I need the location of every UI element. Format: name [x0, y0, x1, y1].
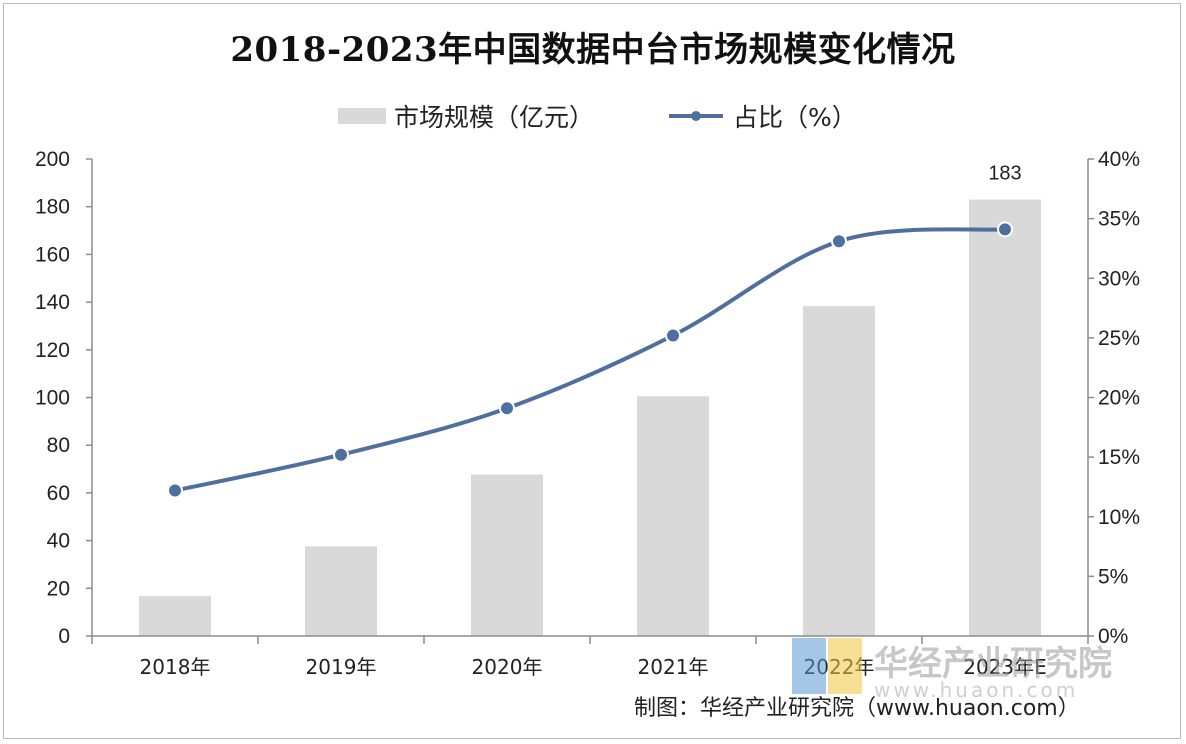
y-left-tick-label-1: 20 — [47, 577, 70, 600]
watermark-url: www.huaon.com — [874, 678, 1079, 702]
y-left-tick-label-9: 180 — [35, 196, 70, 219]
x-tick-label-1: 2019年 — [306, 655, 377, 679]
bar-0 — [139, 595, 211, 636]
data-label-0: 183 — [988, 163, 1021, 185]
x-tick-label-2: 2020年 — [472, 655, 543, 679]
y-right-tick-label-8: 40% — [1098, 148, 1140, 171]
watermark-logo-icon — [792, 638, 862, 694]
y-right-tick-label-7: 35% — [1098, 208, 1140, 231]
bar-5 — [969, 199, 1041, 637]
legend-bar-swatch — [338, 108, 386, 124]
chart-title: 2018-2023年中国数据中台市场规模变化情况 — [230, 30, 956, 70]
x-tick-label-3: 2021年 — [638, 655, 709, 679]
y-left-tick-label-5: 100 — [35, 387, 70, 410]
y-right-tick-label-0: 0% — [1098, 625, 1128, 648]
share-point-4 — [831, 233, 847, 250]
y-left-tick-label-4: 80 — [47, 434, 70, 457]
bar-4 — [803, 306, 875, 636]
share-point-3 — [665, 327, 681, 344]
watermark: 华经产业研究院 www.huaon.com — [788, 632, 1158, 702]
y-left-tick-label-0: 0 — [58, 625, 70, 648]
y-left-tick-label-6: 120 — [35, 339, 70, 362]
watermark-name: 华经产业研究院 — [874, 644, 1112, 684]
y-right-tick-label-1: 5% — [1098, 565, 1128, 588]
legend-item-share: 占比（%） — [667, 98, 857, 134]
y-right-tick-label-2: 10% — [1098, 506, 1140, 529]
y-left-tick-label-8: 160 — [35, 243, 70, 266]
y-right-tick-label-3: 15% — [1098, 446, 1140, 469]
share-point-1 — [333, 446, 349, 463]
y-left-tick-label-3: 60 — [47, 482, 70, 505]
share-point-0 — [167, 482, 183, 499]
y-left-tick-label-10: 200 — [35, 148, 70, 171]
chart-source: 制图：华经产业研究院（www.huaon.com） — [634, 696, 1080, 721]
legend-item-market-size: 市场规模（亿元） — [338, 98, 594, 134]
share-point-2 — [499, 400, 515, 417]
chart-frame — [3, 3, 1181, 739]
legend-bar-label: 市场规模（亿元） — [394, 103, 595, 132]
legend-line-swatch — [669, 111, 723, 121]
legend-line-label: 占比（%） — [733, 103, 857, 132]
share-point-5 — [997, 221, 1013, 238]
y-right-tick-label-4: 20% — [1098, 387, 1140, 410]
chart-legend: 市场规模（亿元） 占比（%） — [0, 98, 1186, 134]
bar-1 — [305, 546, 377, 636]
y-left-tick-label-2: 40 — [47, 530, 70, 553]
x-tick-label-5: 2023年E — [963, 655, 1047, 679]
y-right-tick-label-6: 30% — [1098, 267, 1140, 290]
x-tick-label-0: 2018年 — [140, 655, 211, 679]
y-right-tick-label-5: 25% — [1098, 327, 1140, 350]
share-line — [174, 227, 1006, 493]
y-left-tick-label-7: 140 — [35, 291, 70, 314]
bar-2 — [471, 474, 543, 636]
bar-3 — [637, 396, 709, 636]
